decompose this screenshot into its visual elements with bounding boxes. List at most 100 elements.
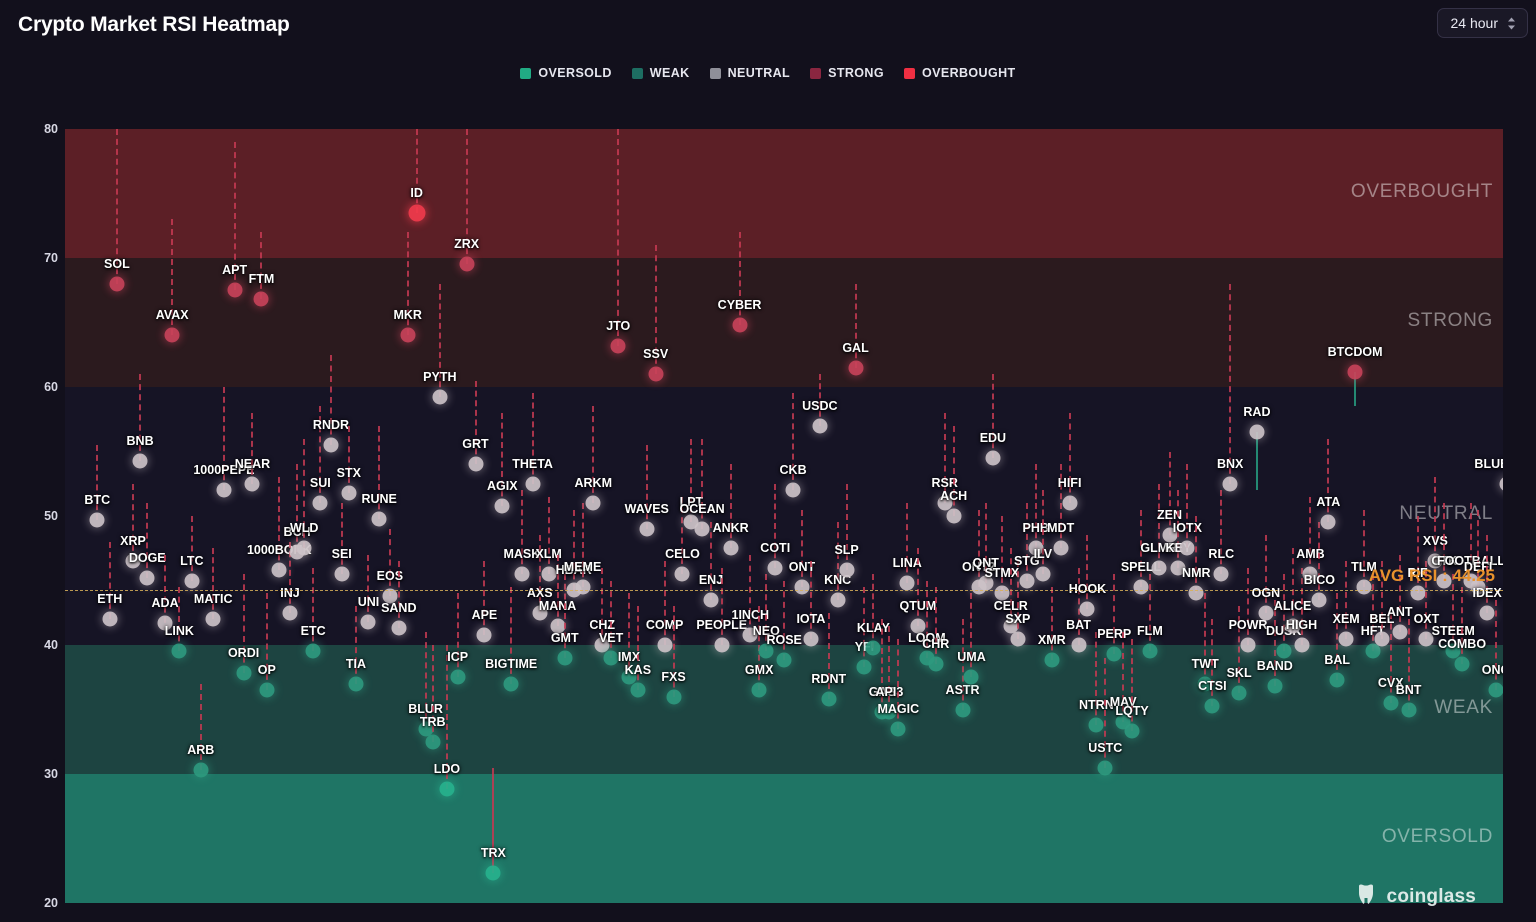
- token-dot[interactable]: [1479, 605, 1495, 621]
- token-dot[interactable]: [334, 566, 350, 582]
- token-dot[interactable]: [1197, 676, 1213, 692]
- token-dot[interactable]: [296, 540, 312, 556]
- token-dot[interactable]: [1338, 631, 1354, 647]
- token-dot[interactable]: [621, 669, 637, 685]
- token-dot[interactable]: [1347, 364, 1363, 380]
- token-dot[interactable]: [1071, 637, 1087, 653]
- token-dot[interactable]: [259, 682, 275, 698]
- token-dot[interactable]: [1188, 585, 1204, 601]
- token-dot[interactable]: [585, 495, 601, 511]
- token-dot[interactable]: [503, 676, 519, 692]
- token-dot[interactable]: [946, 508, 962, 524]
- token-dot[interactable]: [1044, 652, 1060, 668]
- token-dot[interactable]: [425, 734, 441, 750]
- token-dot[interactable]: [541, 566, 557, 582]
- token-dot[interactable]: [360, 614, 376, 630]
- token-dot[interactable]: [1294, 637, 1310, 653]
- token-dot[interactable]: [1133, 579, 1149, 595]
- token-dot[interactable]: [485, 865, 501, 881]
- token-dot[interactable]: [557, 650, 573, 666]
- token-dot[interactable]: [391, 620, 407, 636]
- token-dot[interactable]: [1231, 685, 1247, 701]
- token-dot[interactable]: [1003, 618, 1019, 634]
- token-dot[interactable]: [1151, 560, 1167, 576]
- token-dot[interactable]: [1418, 631, 1434, 647]
- token-dot[interactable]: [1427, 553, 1443, 569]
- token-dot[interactable]: [1488, 682, 1503, 698]
- token-dot[interactable]: [341, 485, 357, 501]
- token-dot[interactable]: [714, 637, 730, 653]
- token-dot[interactable]: [1010, 631, 1026, 647]
- token-dot[interactable]: [305, 643, 321, 659]
- token-dot[interactable]: [109, 276, 125, 292]
- token-dot[interactable]: [1053, 540, 1069, 556]
- token-dot[interactable]: [236, 665, 252, 681]
- token-dot[interactable]: [985, 450, 1001, 466]
- token-dot[interactable]: [400, 327, 416, 343]
- token-dot[interactable]: [856, 659, 872, 675]
- token-dot[interactable]: [1213, 566, 1229, 582]
- token-dot[interactable]: [476, 627, 492, 643]
- token-dot[interactable]: [253, 291, 269, 307]
- legend-item-strong[interactable]: STRONG: [810, 66, 884, 80]
- token-dot[interactable]: [408, 204, 426, 222]
- token-dot[interactable]: [171, 643, 187, 659]
- token-dot[interactable]: [1019, 573, 1035, 588]
- token-dot[interactable]: [839, 562, 855, 578]
- token-dot[interactable]: [723, 540, 739, 556]
- token-dot[interactable]: [648, 366, 664, 382]
- token-dot[interactable]: [1365, 643, 1381, 659]
- token-dot[interactable]: [432, 389, 448, 405]
- token-dot[interactable]: [1285, 618, 1301, 634]
- token-dot[interactable]: [1276, 643, 1292, 659]
- token-dot[interactable]: [1410, 585, 1426, 601]
- token-dot[interactable]: [630, 682, 646, 698]
- token-dot[interactable]: [157, 615, 173, 631]
- token-dot[interactable]: [514, 566, 530, 582]
- token-dot[interactable]: [881, 704, 897, 720]
- token-dot[interactable]: [594, 637, 610, 653]
- token-dot[interactable]: [751, 682, 767, 698]
- token-dot[interactable]: [1222, 476, 1238, 492]
- token-dot[interactable]: [1436, 573, 1452, 588]
- token-dot[interactable]: [1445, 643, 1461, 659]
- token-dot[interactable]: [282, 605, 298, 621]
- token-dot[interactable]: [1162, 527, 1178, 543]
- token-dot[interactable]: [244, 476, 260, 492]
- token-dot[interactable]: [821, 691, 837, 707]
- token-dot[interactable]: [963, 669, 979, 685]
- token-dot[interactable]: [639, 521, 655, 537]
- token-dot[interactable]: [1311, 592, 1327, 608]
- token-dot[interactable]: [703, 592, 719, 608]
- token-dot[interactable]: [1142, 643, 1158, 659]
- token-dot[interactable]: [468, 456, 483, 472]
- token-dot[interactable]: [1204, 698, 1220, 714]
- token-dot[interactable]: [139, 570, 155, 586]
- token-dot[interactable]: [994, 585, 1010, 601]
- token-dot[interactable]: [532, 605, 548, 621]
- token-dot[interactable]: [1374, 631, 1390, 647]
- token-dot[interactable]: [812, 418, 828, 434]
- token-dot[interactable]: [1035, 566, 1051, 582]
- timeframe-select[interactable]: 24 hour: [1436, 8, 1528, 38]
- token-dot[interactable]: [910, 618, 926, 634]
- token-dot[interactable]: [1329, 672, 1345, 688]
- token-dot[interactable]: [89, 512, 105, 528]
- token-dot[interactable]: [1249, 424, 1265, 440]
- token-dot[interactable]: [125, 553, 141, 569]
- token-dot[interactable]: [937, 495, 953, 511]
- token-dot[interactable]: [794, 579, 810, 595]
- token-dot[interactable]: [459, 256, 475, 272]
- token-dot[interactable]: [848, 360, 864, 376]
- chart-plot-area[interactable]: OVERBOUGHT STRONG NEUTRAL WEAK OVERSOLD BTC ET…: [65, 129, 1503, 903]
- token-dot[interactable]: [830, 592, 846, 608]
- token-dot[interactable]: [666, 689, 682, 705]
- token-dot[interactable]: [955, 702, 971, 717]
- token-dot[interactable]: [271, 562, 287, 578]
- token-dot[interactable]: [1383, 695, 1399, 711]
- token-dot[interactable]: [348, 676, 364, 692]
- token-dot[interactable]: [928, 656, 944, 672]
- token-dot[interactable]: [550, 618, 566, 634]
- token-dot[interactable]: [1267, 678, 1283, 694]
- token-dot[interactable]: [1170, 560, 1186, 576]
